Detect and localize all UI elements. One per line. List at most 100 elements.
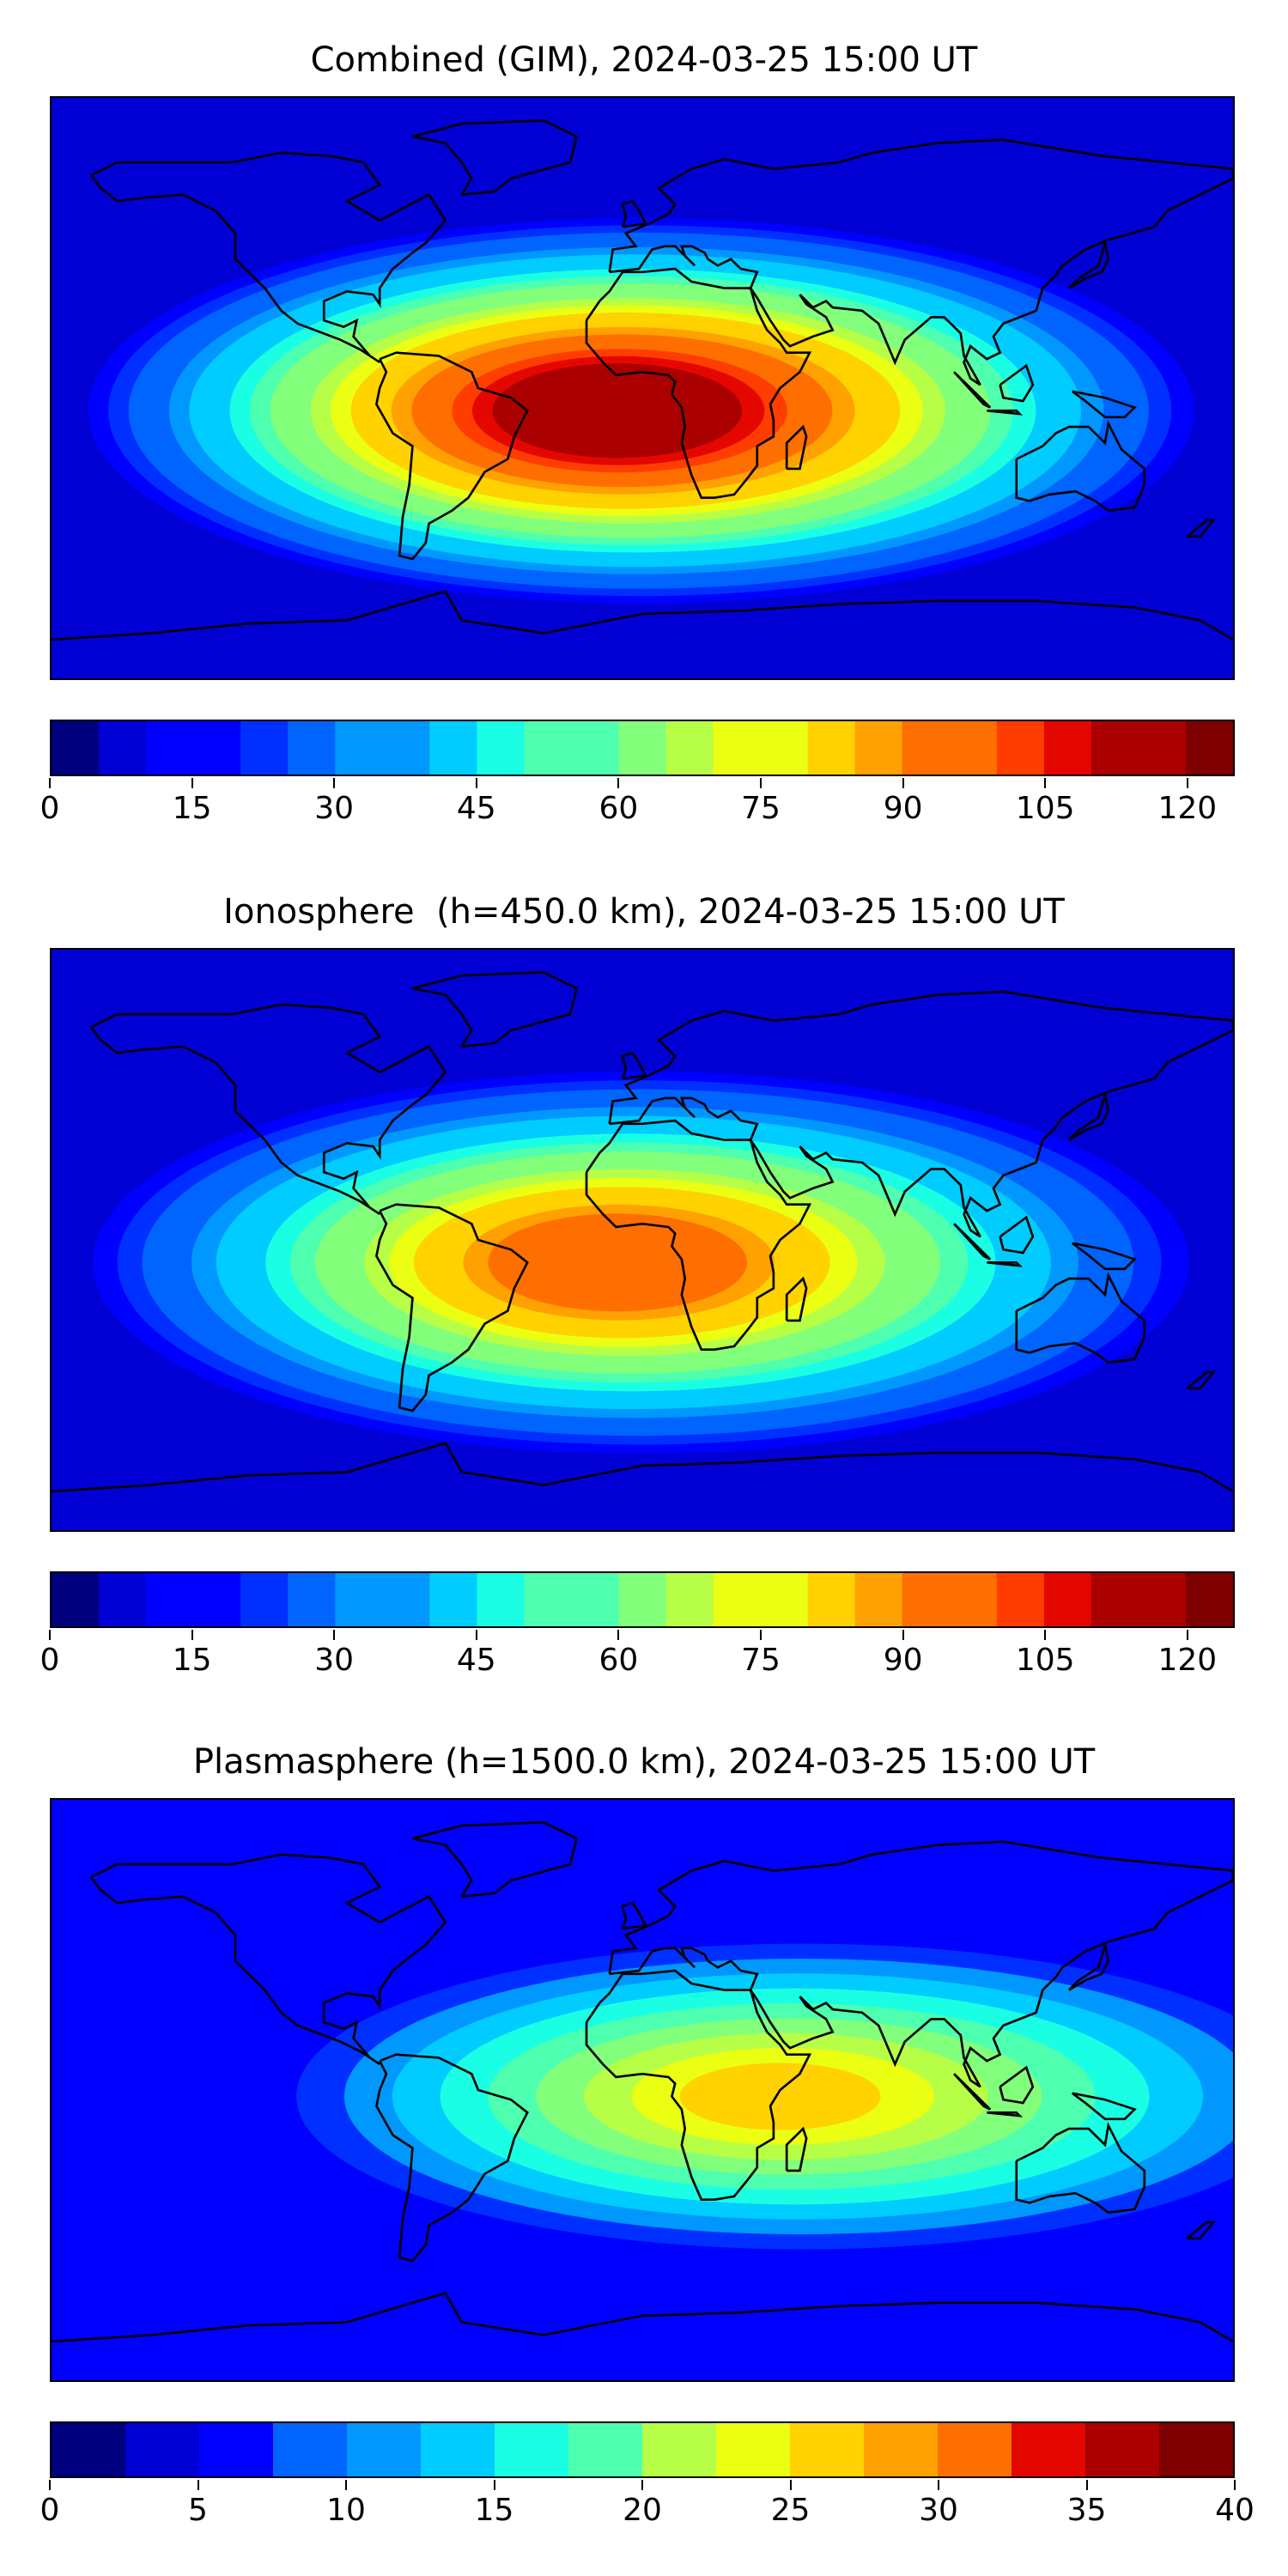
colorbar-swatch [1085, 2423, 1160, 2476]
colorbar-swatch [713, 1573, 762, 1626]
coastline [1071, 1242, 1137, 1271]
map-title: Combined (GIM), 2024-03-25 15:00 UT [310, 40, 978, 80]
colorbar-tick [49, 778, 51, 788]
coastline [374, 351, 529, 561]
coastline [1015, 2122, 1146, 2215]
colorbar-swatch [642, 2423, 717, 2476]
coastline [785, 424, 808, 471]
colorbar-swatch [429, 721, 478, 775]
coastline [953, 1223, 992, 1261]
colorbar-tick-label: 15 [172, 791, 212, 826]
colorbar-tick [345, 2480, 347, 2490]
colorbar-tick [760, 1630, 762, 1640]
colorbar-swatch [902, 721, 951, 775]
colorbar-tick-label: 120 [1157, 791, 1218, 826]
coastline [52, 2292, 1233, 2343]
colorbar-swatch [429, 1573, 478, 1626]
coastline [621, 1051, 647, 1080]
colorbar-swatch [495, 2423, 569, 2476]
colorbar-tick-label: 5 [188, 2493, 208, 2528]
colorbar-swatch [99, 1573, 147, 1626]
colorbar-tick-label: 30 [919, 2493, 958, 2528]
coastline [999, 2065, 1035, 2105]
coastline [412, 1820, 579, 1898]
world-map [50, 1798, 1235, 2382]
colorbar-tick [475, 778, 477, 788]
colorbar-swatch [760, 721, 809, 775]
coastline [374, 1203, 529, 1413]
coastline [1015, 1272, 1146, 1364]
coastline [987, 1261, 1024, 1267]
colorbar-tick-label: 20 [623, 2493, 662, 2528]
colorbar-ticks: 0 15 30 45 60 75 90 105 120 [40, 1630, 1235, 1681]
coastline [585, 1969, 812, 2202]
colorbar-swatch [571, 1573, 620, 1626]
map-title: Ionosphere (h=450.0 km), 2024-03-25 15:0… [223, 892, 1065, 932]
colorbar-swatch [524, 721, 573, 775]
coastline [1186, 2221, 1216, 2240]
tec-field [52, 98, 1233, 678]
colorbar-ticks: 0 5 10 15 20 25 30 35 40 [40, 2480, 1255, 2531]
colorbar-swatch [716, 2423, 791, 2476]
colorbar-swatch [665, 1573, 714, 1626]
colorbar-tick-label: 15 [172, 1643, 212, 1678]
coastline [621, 1901, 647, 1930]
colorbar-swatch [996, 721, 1045, 775]
colorbar-swatch [571, 721, 620, 775]
tec-contour-band [513, 370, 720, 451]
colorbar-swatch [421, 2423, 495, 2476]
colorbar-tick-label: 45 [456, 791, 496, 826]
colorbar-swatch [949, 1573, 998, 1626]
coastline [89, 1003, 447, 1216]
colorbar-swatch [902, 1573, 951, 1626]
colorbar-swatch [477, 721, 526, 775]
colorbar-swatch [125, 2423, 200, 2476]
colorbar-tick [902, 778, 904, 788]
colorbar-tick-label: 40 [1215, 2493, 1255, 2528]
colorbar-swatch [193, 721, 241, 775]
world-map [50, 948, 1235, 1532]
colorbar-tick-label: 75 [741, 1643, 781, 1678]
coastline [1071, 390, 1137, 419]
coastline [412, 118, 579, 196]
colorbar-swatch [99, 721, 147, 775]
colorbar-tick-label: 45 [456, 1643, 496, 1678]
tec-field [52, 950, 1233, 1530]
colorbar-swatch [199, 2423, 274, 2476]
coastline [1071, 2092, 1137, 2121]
coastline [999, 1215, 1035, 1255]
colorbar-swatch [335, 721, 383, 775]
colorbar-tick-label: 90 [883, 791, 923, 826]
colorbar-swatch [949, 721, 998, 775]
coastline [987, 2111, 1024, 2117]
colorbar-tick-label: 0 [39, 1643, 60, 1678]
coastline [1067, 1944, 1110, 1991]
coastline [1067, 242, 1110, 289]
coastline [52, 1442, 1233, 1493]
colorbar-swatch [854, 721, 903, 775]
coastline [1186, 1370, 1216, 1390]
colorbar-swatch [807, 1573, 856, 1626]
colorbar [50, 2421, 1235, 2478]
colorbar-swatch [52, 1573, 100, 1626]
colorbar-swatch [938, 2423, 1012, 2476]
coastline [608, 138, 1233, 386]
colorbar-tick [760, 778, 762, 788]
colorbar-swatch [477, 1573, 526, 1626]
colorbar-tick [1234, 2480, 1236, 2490]
colorbar-swatch [193, 1573, 241, 1626]
colorbar-tick-label: 10 [326, 2493, 366, 2528]
colorbar-swatch [146, 1573, 194, 1626]
coastline [785, 1276, 808, 1322]
colorbar-swatch [854, 1573, 903, 1626]
colorbar-tick [1186, 778, 1188, 788]
colorbar-swatch [347, 2423, 422, 2476]
colorbar-swatch [1138, 1573, 1187, 1626]
colorbar-tick [49, 2480, 51, 2490]
colorbar-tick [617, 778, 620, 788]
coastline [785, 2126, 808, 2172]
world-map [50, 96, 1235, 680]
coastline [953, 2073, 992, 2111]
colorbar-tick [1044, 1630, 1047, 1640]
colorbar-swatch [240, 721, 289, 775]
